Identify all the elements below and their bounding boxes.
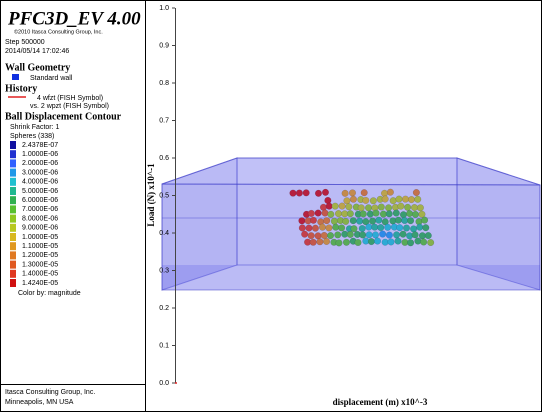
- title: PFC3D_EV 4.00: [7, 8, 141, 29]
- level-label: 1.4000E-05: [22, 271, 58, 278]
- level-swatch: [10, 141, 16, 149]
- level-swatch: [10, 187, 16, 195]
- wall-heading: Wall Geometry: [5, 62, 70, 73]
- level-label: 8.0000E-06: [22, 215, 58, 222]
- level-label: 1.1000E-05: [22, 243, 58, 250]
- level-label: 1.4240E-05: [22, 280, 58, 287]
- spheres: Spheres (338): [10, 133, 54, 140]
- step: Step 500000: [5, 39, 45, 46]
- level-label: 1.0000E-05: [22, 234, 58, 241]
- level-swatch: [10, 270, 16, 278]
- level-label: 2.4378E-07: [22, 142, 58, 149]
- level-swatch: [10, 159, 16, 167]
- x-label: displacement (m) x10^-3: [333, 397, 428, 407]
- history-heading: History: [5, 83, 37, 94]
- y-tick-label: 0.2: [159, 305, 169, 312]
- level-swatch: [10, 178, 16, 186]
- level-swatch: [10, 196, 16, 204]
- y-tick-label: 0.1: [159, 342, 169, 349]
- y-tick-label: 1.0: [159, 5, 169, 12]
- contour-legend: 2.4378E-07 1.0000E-06 2.0000E-06 3.0000E-06…: [10, 141, 58, 287]
- timestamp: 2014/05/14 17:02:46: [5, 48, 69, 55]
- level-swatch: [10, 261, 16, 269]
- y-tick-label: 0.6: [159, 155, 169, 162]
- footer-line: Itasca Consulting Group, Inc.: [5, 389, 95, 396]
- y-tick-label: 0.9: [159, 42, 169, 49]
- y-tick-label: 0.0: [159, 380, 169, 387]
- level-label: 4.0000E-06: [22, 179, 58, 186]
- wall-front: [162, 184, 540, 290]
- shrink: Shrink Factor: 1: [10, 124, 60, 131]
- level-swatch: [10, 205, 16, 213]
- level-label: 9.0000E-06: [22, 225, 58, 232]
- level-label: 3.0000E-06: [22, 169, 58, 176]
- level-swatch: [10, 279, 16, 287]
- level-swatch: [10, 233, 16, 241]
- contour-heading: Ball Displacement Contour: [5, 111, 122, 122]
- y-tick-label: 0.3: [159, 267, 169, 274]
- wall-top: [162, 158, 540, 185]
- level-swatch: [10, 169, 16, 177]
- level-label: 1.2000E-05: [22, 252, 58, 259]
- color-by: Color by: magnitude: [18, 290, 81, 297]
- copyright: ©2010 Itasca Consulting Group, Inc.: [14, 28, 103, 35]
- y-tick-label: 0.7: [159, 117, 169, 124]
- footer-line: Minneapolis, MN USA: [5, 399, 74, 406]
- level-label: 5.0000E-06: [22, 188, 58, 195]
- level-label: 2.0000E-06: [22, 160, 58, 167]
- wall-item: Standard wall: [30, 75, 73, 82]
- level-label: 1.3000E-05: [22, 261, 58, 268]
- y-tick-label: 0.8: [159, 80, 169, 87]
- level-swatch: [10, 242, 16, 250]
- level-label: 6.0000E-06: [22, 197, 58, 204]
- level-swatch: [10, 251, 16, 259]
- level-swatch: [10, 150, 16, 158]
- history-line: vs. 2 wpzt (FISH Symbol): [30, 103, 109, 110]
- level-label: 1.0000E-06: [22, 151, 58, 158]
- y-tick-label: 0.5: [159, 192, 169, 199]
- y-tick-label: 0.4: [159, 230, 169, 237]
- level-swatch: [10, 215, 16, 223]
- wall-swatch: [12, 74, 19, 80]
- level-swatch: [10, 224, 16, 232]
- scene: [162, 158, 540, 290]
- y-label: Load (N) x10^-1: [146, 163, 156, 227]
- y-axis: 0.0 0.1 0.2 0.3 0.4 0.5 0.6 0.7 0.8 0.9 1.0: [159, 5, 177, 387]
- history-line: 4 wfzt (FISH Symbol): [37, 95, 103, 102]
- level-label: 7.0000E-06: [22, 206, 58, 213]
- screen: PFC3D_EV 4.00 ©2010 Itasca Consulting Gr…: [0, 0, 542, 412]
- page: {"header": {"title": "PFC3D_EV 4.00", "c…: [0, 0, 542, 412]
